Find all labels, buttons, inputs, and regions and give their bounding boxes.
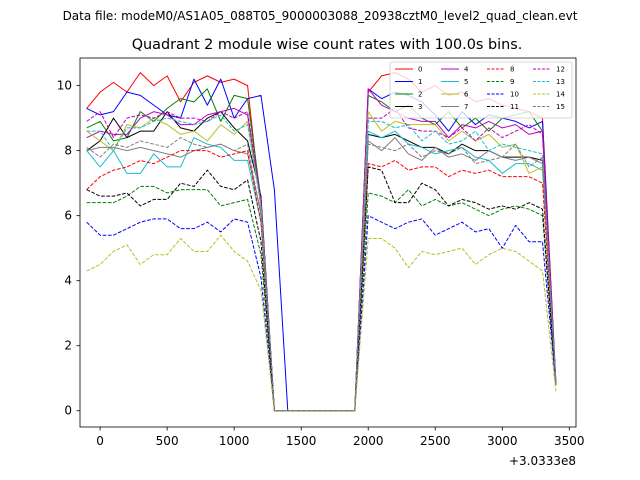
legend-label-13: 13	[556, 78, 565, 86]
x-tick-label: 2000	[353, 434, 384, 448]
legend-label-9: 9	[510, 78, 514, 86]
legend-label-7: 7	[464, 103, 468, 111]
series-line-2	[86, 88, 557, 412]
x-tick-label: 0	[96, 434, 104, 448]
x-tick-label: 2500	[420, 434, 451, 448]
legend-label-14: 14	[556, 91, 565, 99]
series-line-5	[86, 130, 557, 412]
x-offset-label: +3.0333e8	[509, 454, 576, 468]
series-line-14	[86, 234, 557, 412]
legend-label-4: 4	[464, 66, 469, 74]
legend-label-5: 5	[464, 78, 468, 86]
x-tick-label: 3500	[554, 434, 585, 448]
legend-label-6: 6	[464, 91, 469, 99]
legend-box	[389, 61, 573, 119]
series-line-8	[86, 150, 557, 412]
series-line-10	[86, 215, 557, 412]
y-tick-label: 8	[64, 144, 72, 158]
series-line-15	[86, 137, 557, 412]
legend-label-10: 10	[510, 91, 519, 99]
series-line-11	[86, 166, 557, 412]
series-line-1	[86, 78, 557, 412]
file-suptitle: Data file: modeM0/AS1A05_088T05_90000030…	[63, 9, 578, 23]
series-line-4	[86, 88, 557, 412]
x-tick-label: 500	[156, 434, 179, 448]
legend-label-1: 1	[418, 78, 422, 86]
legend-label-15: 15	[556, 103, 565, 111]
y-tick-label: 4	[64, 274, 72, 288]
series-line-12	[86, 107, 557, 412]
legend-label-12: 12	[556, 66, 565, 74]
y-tick-label: 6	[64, 209, 72, 223]
x-tick-label: 1000	[219, 434, 250, 448]
series-line-9	[86, 185, 557, 412]
x-tick-label: 1500	[286, 434, 317, 448]
y-tick-label: 0	[64, 404, 72, 418]
y-tick-label: 2	[64, 339, 72, 353]
legend-label-3: 3	[418, 103, 422, 111]
chart-title: Quadrant 2 module wise count rates with …	[132, 37, 523, 53]
axes-ticks: 0 500 1000 1500 2000 2500 3000 3500 0 2 4 6 8 10	[57, 79, 585, 448]
plot-frame	[79, 57, 577, 428]
series-line-7	[86, 137, 557, 412]
x-tick-label: 3000	[487, 434, 518, 448]
legend-label-2: 2	[418, 91, 422, 99]
legend-label-0: 0	[418, 66, 422, 74]
y-tick-label: 10	[57, 79, 72, 93]
series-lines	[86, 72, 557, 412]
legend-label-8: 8	[510, 66, 514, 74]
legend-label-11: 11	[510, 103, 519, 111]
